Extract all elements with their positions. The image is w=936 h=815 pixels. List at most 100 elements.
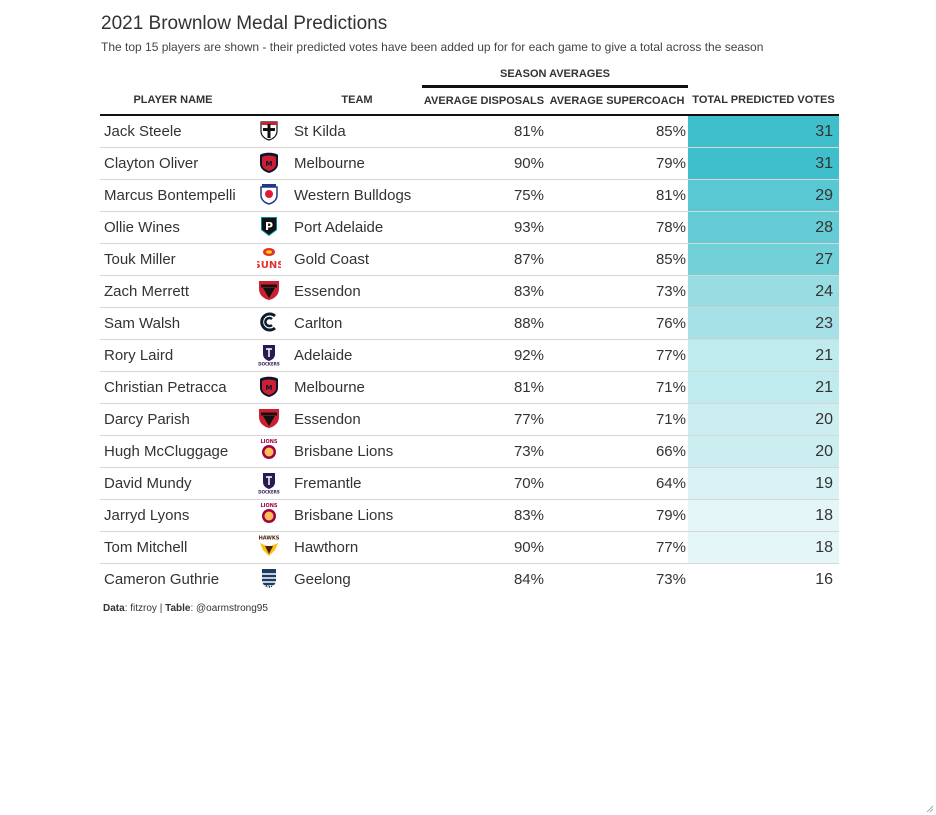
average-disposals-cell: 87%: [422, 243, 546, 276]
team-logo-cell: [246, 307, 292, 340]
team-cell: Geelong: [294, 571, 351, 588]
total-votes-cell: 21: [688, 371, 839, 404]
average-disposals-cell: 77%: [422, 403, 546, 436]
total-votes-cell: 20: [688, 403, 839, 436]
team-logo-cell: [246, 403, 292, 436]
team-cell: Hawthorn: [292, 531, 422, 564]
team-cell: Adelaide: [292, 339, 422, 372]
average-disposals-cell: 83%: [422, 499, 546, 532]
player-name-cell: Sam Walsh: [100, 307, 246, 340]
total-votes-cell: 24: [688, 275, 839, 308]
geelong-logo-icon: CATS: [257, 566, 281, 594]
team-cell: Carlton: [292, 307, 422, 340]
average-supercoach-cell: 79%: [546, 499, 688, 532]
player-name-cell: Darcy Parish: [100, 403, 246, 436]
footer-data-value: : fitzroy |: [124, 603, 166, 614]
player-name-cell: Cameron Guthrie: [104, 571, 220, 588]
brisbane-lions-logo-icon: LIONS: [257, 502, 281, 530]
player-name-cell: Jarryd Lyons: [100, 499, 246, 532]
table-row: Ollie Wines P Port Adelaide 93% 78% 28: [100, 211, 839, 244]
average-supercoach-cell: 66%: [546, 435, 688, 468]
average-disposals-cell: 83%: [422, 275, 546, 308]
average-supercoach-cell: 79%: [546, 147, 688, 180]
player-name-cell: Jack Steele: [100, 115, 246, 148]
average-disposals-cell: 81%: [422, 371, 546, 404]
table-row: David Mundy DOCKERS Fremantle 70% 64% 19: [100, 467, 839, 500]
team-cell: Gold Coast: [292, 243, 422, 276]
player-name-cell: Marcus Bontempelli: [100, 179, 246, 212]
average-supercoach-cell: 85%: [546, 243, 688, 276]
team-cell: Brisbane Lions: [292, 499, 422, 532]
gold-coast-logo-icon: SUNS: [254, 246, 284, 274]
player-name-cell: Ollie Wines: [100, 211, 246, 244]
table-row: Marcus Bontempelli Western Bulldogs 75% 81%…: [100, 179, 839, 212]
fremantle-logo-icon: DOCKERS: [257, 342, 281, 370]
svg-text:LIONS: LIONS: [260, 503, 277, 509]
team-logo-cell: [246, 275, 292, 308]
player-name-cell: Tom Mitchell: [100, 531, 246, 564]
total-votes-header: TOTAL PREDICTED VOTES: [688, 86, 839, 116]
average-disposals-cell: 88%: [422, 307, 546, 340]
average-disposals-header: AVERAGE DISPOSALS: [422, 86, 546, 116]
average-disposals-cell: 73%: [422, 435, 546, 468]
team-logo-cell: P: [246, 211, 292, 244]
brisbane-lions-logo-icon: LIONS: [257, 438, 281, 466]
team-cell: Essendon: [292, 403, 422, 436]
average-supercoach-cell: 71%: [546, 403, 688, 436]
total-votes-cell: 21: [688, 339, 839, 372]
table-title: 2021 Brownlow Medal Predictions: [101, 13, 388, 34]
total-votes-cell: 31: [688, 147, 839, 180]
table-row: Rory Laird DOCKERS Adelaide 92% 77% 21: [100, 339, 839, 372]
port-adelaide-logo-icon: P: [257, 214, 281, 242]
team-cell: Brisbane Lions: [292, 435, 422, 468]
svg-text:M: M: [266, 384, 273, 392]
team-logo-cell: DOCKERS: [246, 467, 292, 500]
table-row: Jack Steele St Kilda 81% 85% 31: [100, 115, 839, 148]
essendon-logo-icon: [257, 406, 281, 434]
team-logo-cell: HAWKS: [246, 531, 292, 564]
player-name-cell: Clayton Oliver: [100, 147, 246, 180]
team-logo-cell: SUNS: [246, 243, 292, 276]
table-row: Sam Walsh Carlton 88% 76% 23: [100, 307, 839, 340]
team-logo-cell: M: [246, 371, 292, 404]
table-row: Clayton Oliver M Melbourne 90% 79% 31: [100, 147, 839, 180]
st-kilda-logo-icon: [257, 118, 281, 146]
average-supercoach-cell: 77%: [546, 339, 688, 372]
average-supercoach-cell: 85%: [546, 115, 688, 148]
team-cell: Essendon: [292, 275, 422, 308]
average-supercoach-cell: 81%: [546, 179, 688, 212]
player-name-header: PLAYER NAME: [100, 86, 246, 116]
table-row: Hugh McCluggage LIONS Brisbane Lions 73% 66%…: [100, 435, 839, 468]
svg-text:SUNS: SUNS: [257, 260, 281, 270]
melbourne-logo-icon: M: [257, 374, 281, 402]
player-name-cell: David Mundy: [100, 467, 246, 500]
fremantle-logo-icon: DOCKERS: [257, 470, 281, 498]
table-row: Christian Petracca M Melbourne 81% 71% 21: [100, 371, 839, 404]
table-row: Touk Miller SUNS Gold Coast 87% 85% 27: [100, 243, 839, 276]
table-figure: 2021 Brownlow Medal Predictions The top …: [100, 10, 840, 614]
team-logo-cell: DOCKERS: [246, 339, 292, 372]
season-averages-spanner: SEASON AVERAGES: [422, 63, 688, 88]
average-supercoach-cell: 77%: [546, 531, 688, 564]
average-disposals-cell: 92%: [422, 339, 546, 372]
player-name-cell: Rory Laird: [100, 339, 246, 372]
team-logo-cell: M: [246, 147, 292, 180]
table-row: Zach Merrett Essendon 83% 73% 24: [100, 275, 839, 308]
average-supercoach-cell: 71%: [546, 371, 688, 404]
resize-grip-icon[interactable]: [926, 805, 934, 813]
table-row: Jarryd Lyons LIONS Brisbane Lions 83% 79% 18: [100, 499, 839, 532]
total-votes-cell: 29: [688, 179, 839, 212]
team-logo-cell: [246, 115, 292, 148]
western-bulldogs-logo-icon: [257, 182, 281, 210]
average-disposals-cell: 90%: [422, 531, 546, 564]
total-votes-cell: 18: [688, 499, 839, 532]
essendon-logo-icon: [257, 278, 281, 306]
team-logo-cell: CATS: [246, 564, 292, 596]
total-votes-cell: 23: [688, 307, 839, 340]
team-logo-cell: [246, 179, 292, 212]
team-cell: Melbourne: [292, 147, 422, 180]
svg-text:P: P: [265, 220, 273, 233]
svg-text:LIONS: LIONS: [260, 439, 277, 445]
team-cell: Melbourne: [292, 371, 422, 404]
player-name-cell: Zach Merrett: [100, 275, 246, 308]
